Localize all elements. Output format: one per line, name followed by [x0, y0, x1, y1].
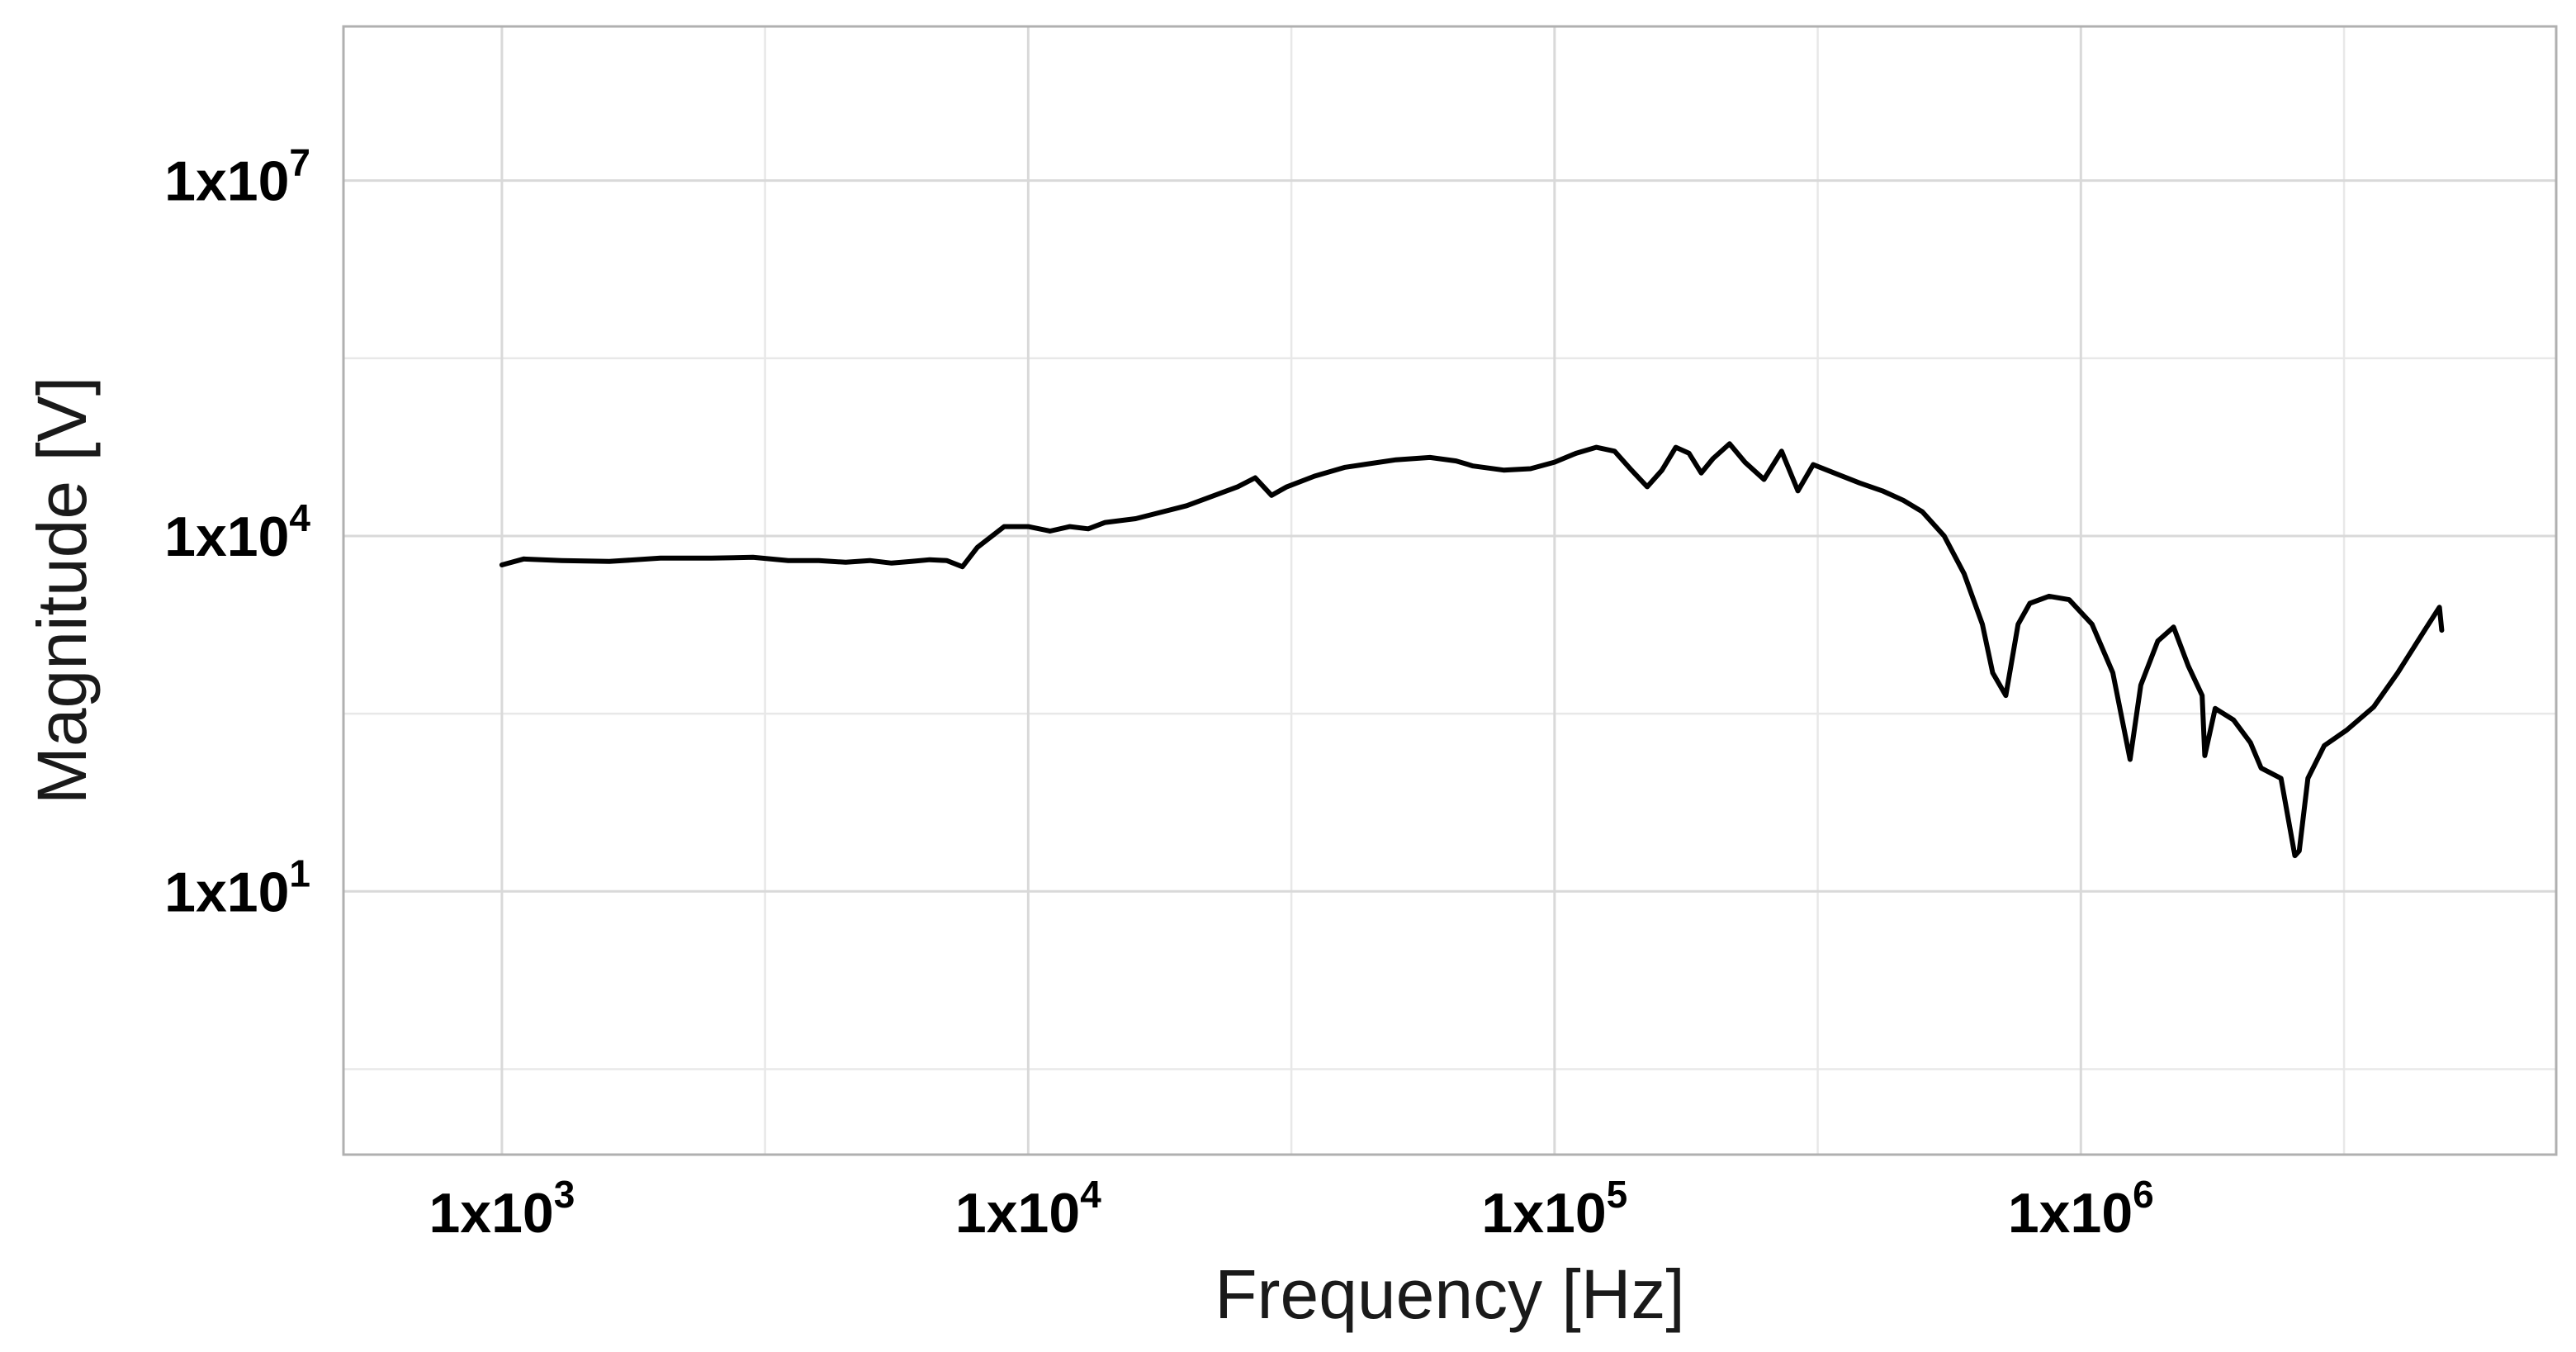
- y-axis-tick-labels: 1x101 1x104 1x107: [164, 141, 310, 924]
- x-tick-label: 1x103: [429, 1173, 575, 1245]
- y-tick-label: 1x107: [164, 141, 310, 213]
- magnitude-series-line: [499, 441, 2445, 859]
- x-tick-label: 1x106: [2008, 1173, 2154, 1245]
- y-tick-label: 1x101: [164, 852, 310, 923]
- x-axis-tick-labels: 1x103 1x104 1x105 1x106: [429, 1173, 2153, 1245]
- plot-panel-border: [342, 25, 2558, 1156]
- x-tick-label: 1x104: [955, 1173, 1101, 1245]
- grid: [343, 26, 2556, 1155]
- y-axis-title: Magnitude [V]: [23, 377, 101, 804]
- x-tick-label: 1x105: [1481, 1173, 1627, 1245]
- series-layer: [499, 441, 2445, 859]
- y-tick-label: 1x104: [164, 496, 310, 568]
- x-axis-title: Frequency [Hz]: [1215, 1255, 1685, 1333]
